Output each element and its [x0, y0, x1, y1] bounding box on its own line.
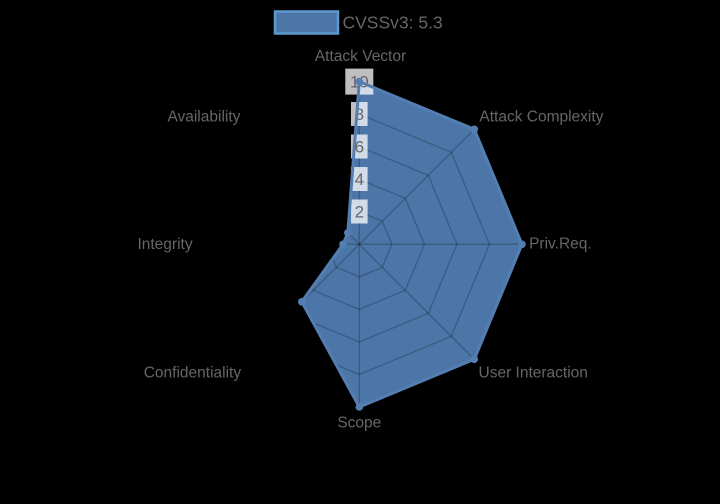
- svg-text:4: 4: [355, 170, 364, 189]
- svg-text:Integrity: Integrity: [137, 236, 192, 253]
- svg-text:CVSSv3: 5.3: CVSSv3: 5.3: [343, 13, 443, 33]
- svg-text:User Interaction: User Interaction: [479, 365, 588, 382]
- svg-text:8: 8: [355, 105, 364, 124]
- svg-text:Scope: Scope: [337, 415, 381, 432]
- svg-text:6: 6: [355, 138, 364, 157]
- svg-text:Priv.Req.: Priv.Req.: [529, 236, 592, 253]
- svg-text:Attack Complexity: Attack Complexity: [479, 108, 603, 125]
- svg-text:Availability: Availability: [167, 108, 240, 125]
- svg-text:2: 2: [355, 203, 364, 222]
- svg-text:Confidentiality: Confidentiality: [144, 364, 242, 381]
- svg-text:Attack Vector: Attack Vector: [315, 48, 406, 65]
